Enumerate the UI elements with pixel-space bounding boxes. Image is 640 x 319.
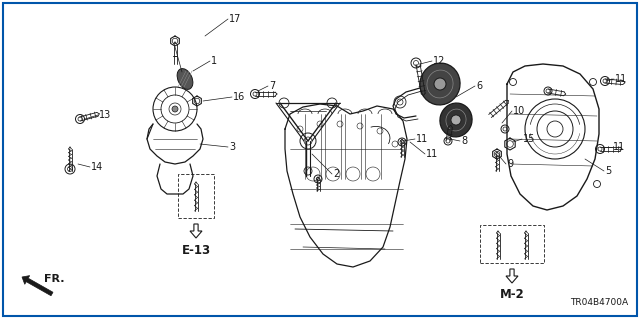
- Ellipse shape: [440, 103, 472, 137]
- Text: 15: 15: [523, 134, 536, 144]
- Text: 12: 12: [433, 56, 445, 66]
- Text: TR04B4700A: TR04B4700A: [570, 298, 628, 307]
- Ellipse shape: [177, 69, 193, 89]
- Text: 11: 11: [613, 142, 625, 152]
- Polygon shape: [190, 224, 202, 238]
- Ellipse shape: [420, 63, 460, 105]
- Text: 1: 1: [211, 56, 217, 66]
- Text: 11: 11: [416, 134, 428, 144]
- Circle shape: [172, 106, 178, 112]
- Text: 11: 11: [426, 149, 438, 159]
- Text: 10: 10: [513, 106, 525, 116]
- Text: M-2: M-2: [500, 288, 524, 301]
- Text: 6: 6: [476, 81, 482, 91]
- Text: 2: 2: [333, 169, 339, 179]
- Text: E-13: E-13: [181, 243, 211, 256]
- Text: 3: 3: [229, 142, 235, 152]
- Text: 13: 13: [99, 110, 111, 120]
- Text: 14: 14: [91, 162, 103, 172]
- Circle shape: [451, 115, 461, 125]
- Text: 11: 11: [615, 74, 627, 84]
- Text: 7: 7: [269, 81, 275, 91]
- Text: FR.: FR.: [44, 274, 65, 284]
- Polygon shape: [22, 276, 53, 296]
- Circle shape: [434, 78, 446, 90]
- Text: 5: 5: [605, 166, 611, 176]
- Bar: [480, 225, 544, 263]
- Bar: [178, 174, 214, 218]
- Text: 16: 16: [233, 92, 245, 102]
- Polygon shape: [506, 269, 518, 283]
- Text: 8: 8: [461, 136, 467, 146]
- Text: 9: 9: [507, 159, 513, 169]
- Text: 17: 17: [229, 14, 241, 24]
